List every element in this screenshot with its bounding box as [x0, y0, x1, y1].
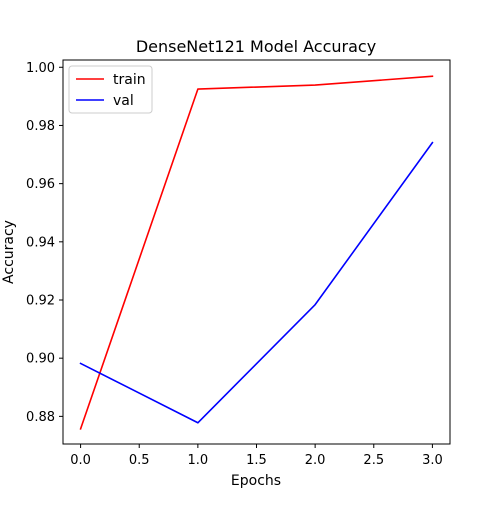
axis-ticks: 0.0 0.5 1.0 1.5 2.0 2.5 3.0 0.88 0.90 0.92 0.94 0.9…	[26, 61, 443, 468]
chart-title: DenseNet121 Model Accuracy	[136, 37, 376, 56]
legend-label-val: val	[113, 93, 134, 109]
y-tick-label: 0.90	[26, 352, 55, 367]
series-line-val	[79, 141, 434, 424]
y-axis-label: Accuracy	[1, 220, 17, 284]
x-tick-label: 1.0	[188, 453, 209, 468]
plot-lines	[79, 75, 434, 430]
x-tick-label: 1.5	[246, 453, 267, 468]
x-tick-label: 0.5	[129, 453, 150, 468]
y-tick-label: 0.92	[26, 294, 55, 309]
plot-frame	[62, 59, 451, 445]
y-tick-label: 0.88	[26, 410, 55, 425]
legend: train val	[68, 65, 153, 114]
legend-label-train: train	[113, 72, 146, 88]
x-tick-label: 2.5	[363, 453, 384, 468]
x-axis-label: Epochs	[231, 473, 281, 489]
x-tick-label: 2.0	[305, 453, 326, 468]
x-tick-label: 0.0	[70, 453, 91, 468]
y-tick-label: 1.00	[26, 61, 55, 76]
y-tick-label: 0.94	[26, 235, 55, 250]
y-tick-label: 0.98	[26, 119, 55, 134]
legend-box	[68, 65, 153, 114]
y-tick-label: 0.96	[26, 177, 55, 192]
x-tick-label: 3.0	[422, 453, 443, 468]
series-line-train	[79, 75, 434, 430]
